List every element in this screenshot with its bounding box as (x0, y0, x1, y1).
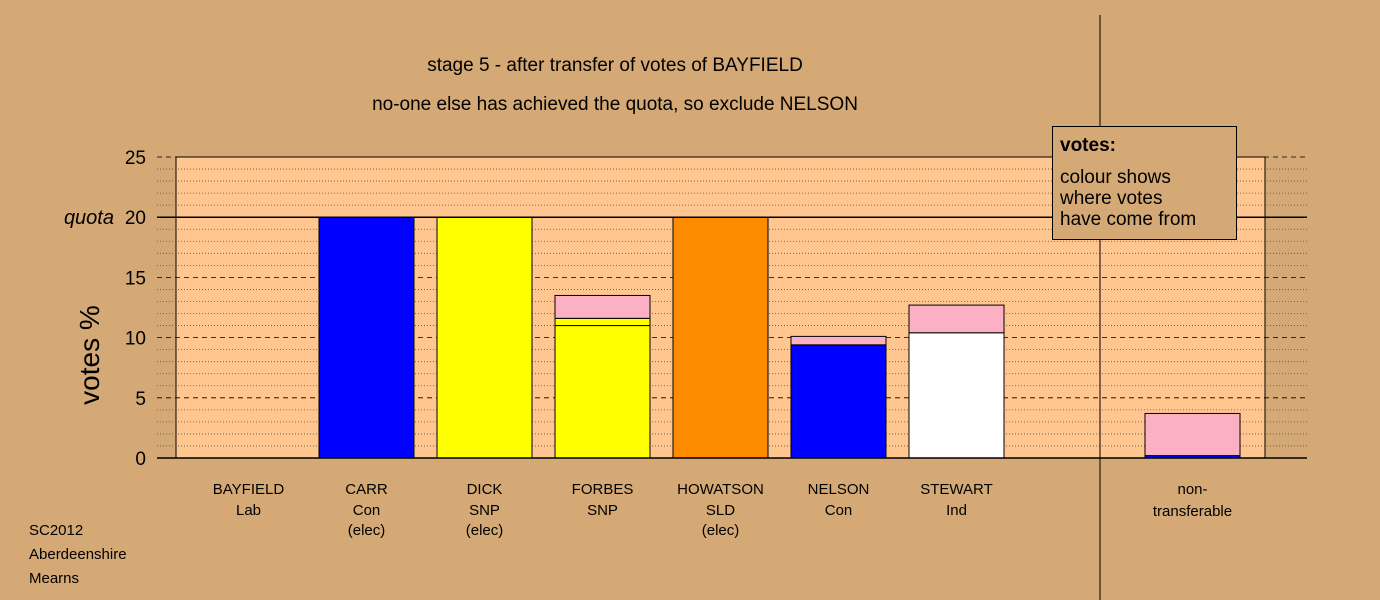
category-party: Con (353, 502, 381, 519)
category-name: CARR (345, 481, 388, 498)
category-status: (elec) (702, 522, 740, 539)
category-status: (elec) (348, 522, 386, 539)
chart-subtitle: no-one else has achieved the quota, so e… (372, 94, 858, 115)
category-status: (elec) (466, 522, 504, 539)
category-party: SNP (587, 502, 618, 519)
footer-line-1: SC2012 (29, 522, 84, 539)
bar-forbes-segment (554, 325, 651, 459)
quota-label: quota (64, 207, 114, 229)
bar-stewart-segment (908, 332, 1005, 459)
y-axis-label: votes % (74, 305, 105, 405)
category-party: Lab (236, 502, 261, 519)
bar-forbes-segment (554, 317, 651, 327)
category-name: STEWART (920, 481, 993, 498)
legend-box: votes: colour shows where votes have com… (1052, 126, 1237, 240)
category-party: SLD (706, 502, 735, 519)
y-tick-label: 25 (125, 148, 146, 169)
category-party: Con (825, 502, 853, 519)
category-name: FORBES (572, 481, 634, 498)
chart-title: stage 5 - after transfer of votes of BAY… (427, 55, 803, 76)
bar-nontransferable-segment (1144, 412, 1241, 457)
category-name: BAYFIELD (213, 481, 285, 498)
nontransferable-label: non- (1177, 481, 1207, 498)
bar-nelson-segment (790, 344, 887, 459)
nontransferable-label: transferable (1153, 503, 1232, 520)
category-name: HOWATSON (677, 481, 764, 498)
y-tick-label: 20 (125, 208, 146, 229)
category-party: Ind (946, 502, 967, 519)
bar-dick-segment (436, 216, 533, 459)
bar-nelson-segment (790, 335, 887, 346)
y-tick-label: 10 (125, 329, 146, 350)
y-tick-label: 15 (125, 268, 146, 289)
bar-howatson-segment (672, 216, 769, 459)
category-name: DICK (467, 481, 503, 498)
bar-carr-segment (318, 216, 415, 459)
category-name: NELSON (808, 481, 870, 498)
bar-stewart-segment (908, 304, 1005, 334)
footer-line-2: Aberdeenshire (29, 546, 127, 563)
footer-line-3: Mearns (29, 570, 80, 587)
legend-title: votes: (1060, 135, 1116, 156)
y-tick-label: 5 (135, 389, 146, 410)
category-party: SNP (469, 502, 500, 519)
bar-forbes-segment (554, 294, 651, 319)
legend-text: colour shows where votes have come from (1060, 167, 1197, 230)
y-tick-label: 0 (135, 449, 146, 470)
